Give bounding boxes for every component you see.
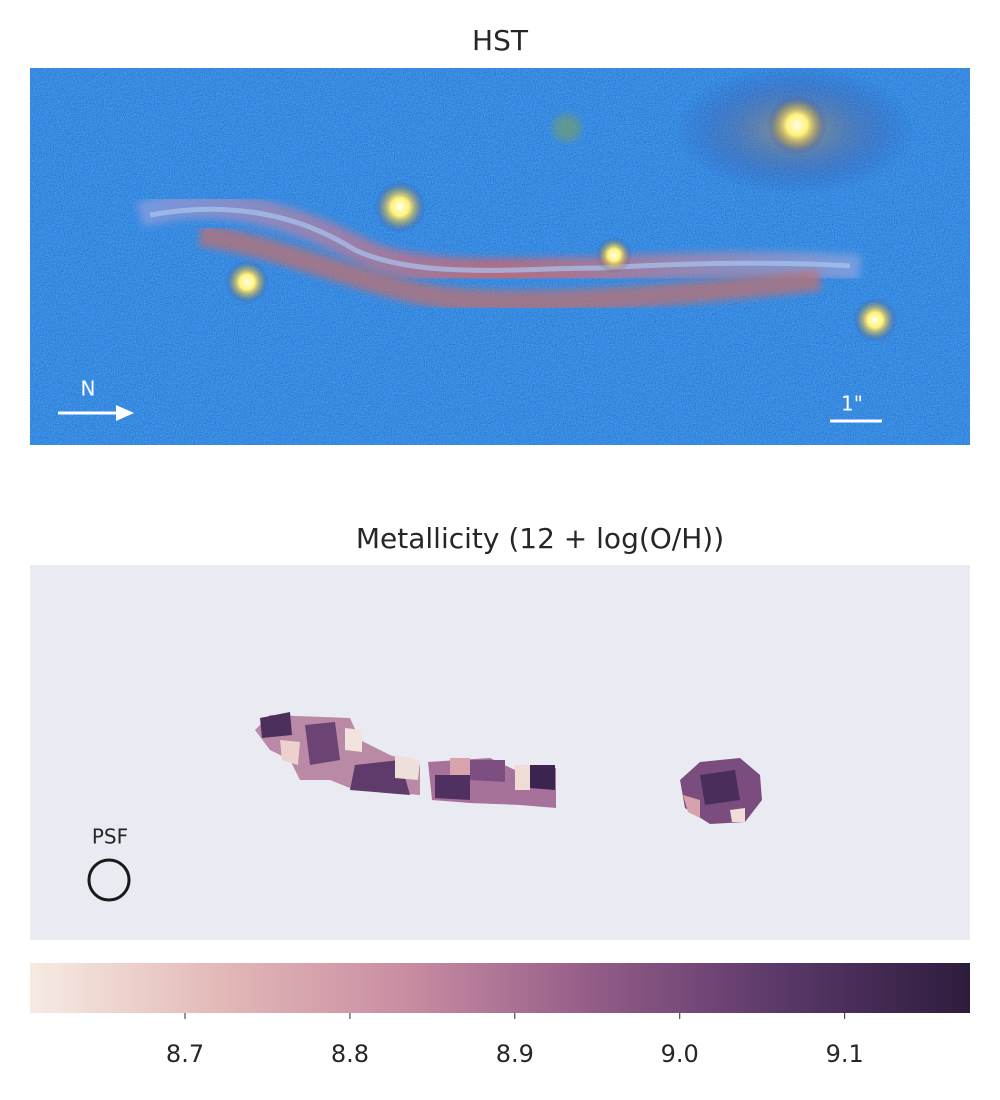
hst-image	[30, 65, 970, 445]
map-background	[30, 565, 970, 940]
hst-title: HST	[472, 24, 529, 57]
colorbar-tick-label: 9.0	[661, 1040, 699, 1068]
colorbar-tick-label: 8.7	[166, 1040, 204, 1068]
psf-circle	[87, 858, 131, 902]
compass-label: N	[81, 377, 96, 401]
metal-title: Metallicity (12 + log(O/H))	[356, 522, 724, 555]
colorbar-tick-label: 8.8	[331, 1040, 369, 1068]
colorbar	[30, 963, 970, 1013]
colorbar-tick-label: 8.9	[496, 1040, 534, 1068]
colorbar-tick-label: 9.1	[826, 1040, 864, 1068]
scale-label: 1"	[841, 392, 863, 416]
metallicity-map	[255, 712, 762, 824]
psf-label: PSF	[92, 825, 128, 849]
